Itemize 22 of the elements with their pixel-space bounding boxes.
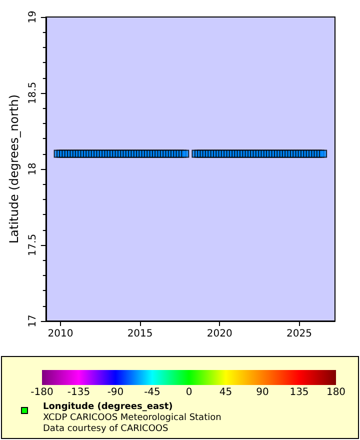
- x-tick-label: 2025: [286, 328, 312, 340]
- x-tick-label: 2010: [48, 328, 74, 340]
- y-tick-label: 19: [27, 10, 38, 24]
- y-axis-title: Latitude (degrees_north): [7, 94, 21, 244]
- x-tick-label: 2015: [127, 328, 153, 340]
- color-bar-label: 90: [255, 387, 270, 398]
- text: Data courtesy of CARICOOS: [43, 424, 170, 435]
- y-tick-label: 17: [27, 314, 38, 328]
- y-tick-label: 18: [27, 162, 38, 176]
- color-bar-label: -135: [66, 387, 92, 398]
- color-bar-title: Longitude (degrees_east): [43, 402, 174, 413]
- x-tick-label: 2020: [206, 328, 232, 340]
- color-bar-label: -180: [30, 387, 54, 398]
- color-bar-label: 45: [218, 387, 234, 398]
- text: XCDP CARICOOS Meteorological Station: [43, 413, 222, 424]
- color-bar-label: 135: [288, 387, 310, 398]
- color-bar-label: 180: [325, 387, 347, 398]
- color-bar-label: 0: [184, 387, 194, 398]
- y-tick-label: 18.5: [27, 82, 38, 104]
- y-tick-label: 17.5: [27, 234, 38, 256]
- color-bar-label: -90: [106, 387, 125, 398]
- color-bar-label: -45: [143, 387, 162, 398]
